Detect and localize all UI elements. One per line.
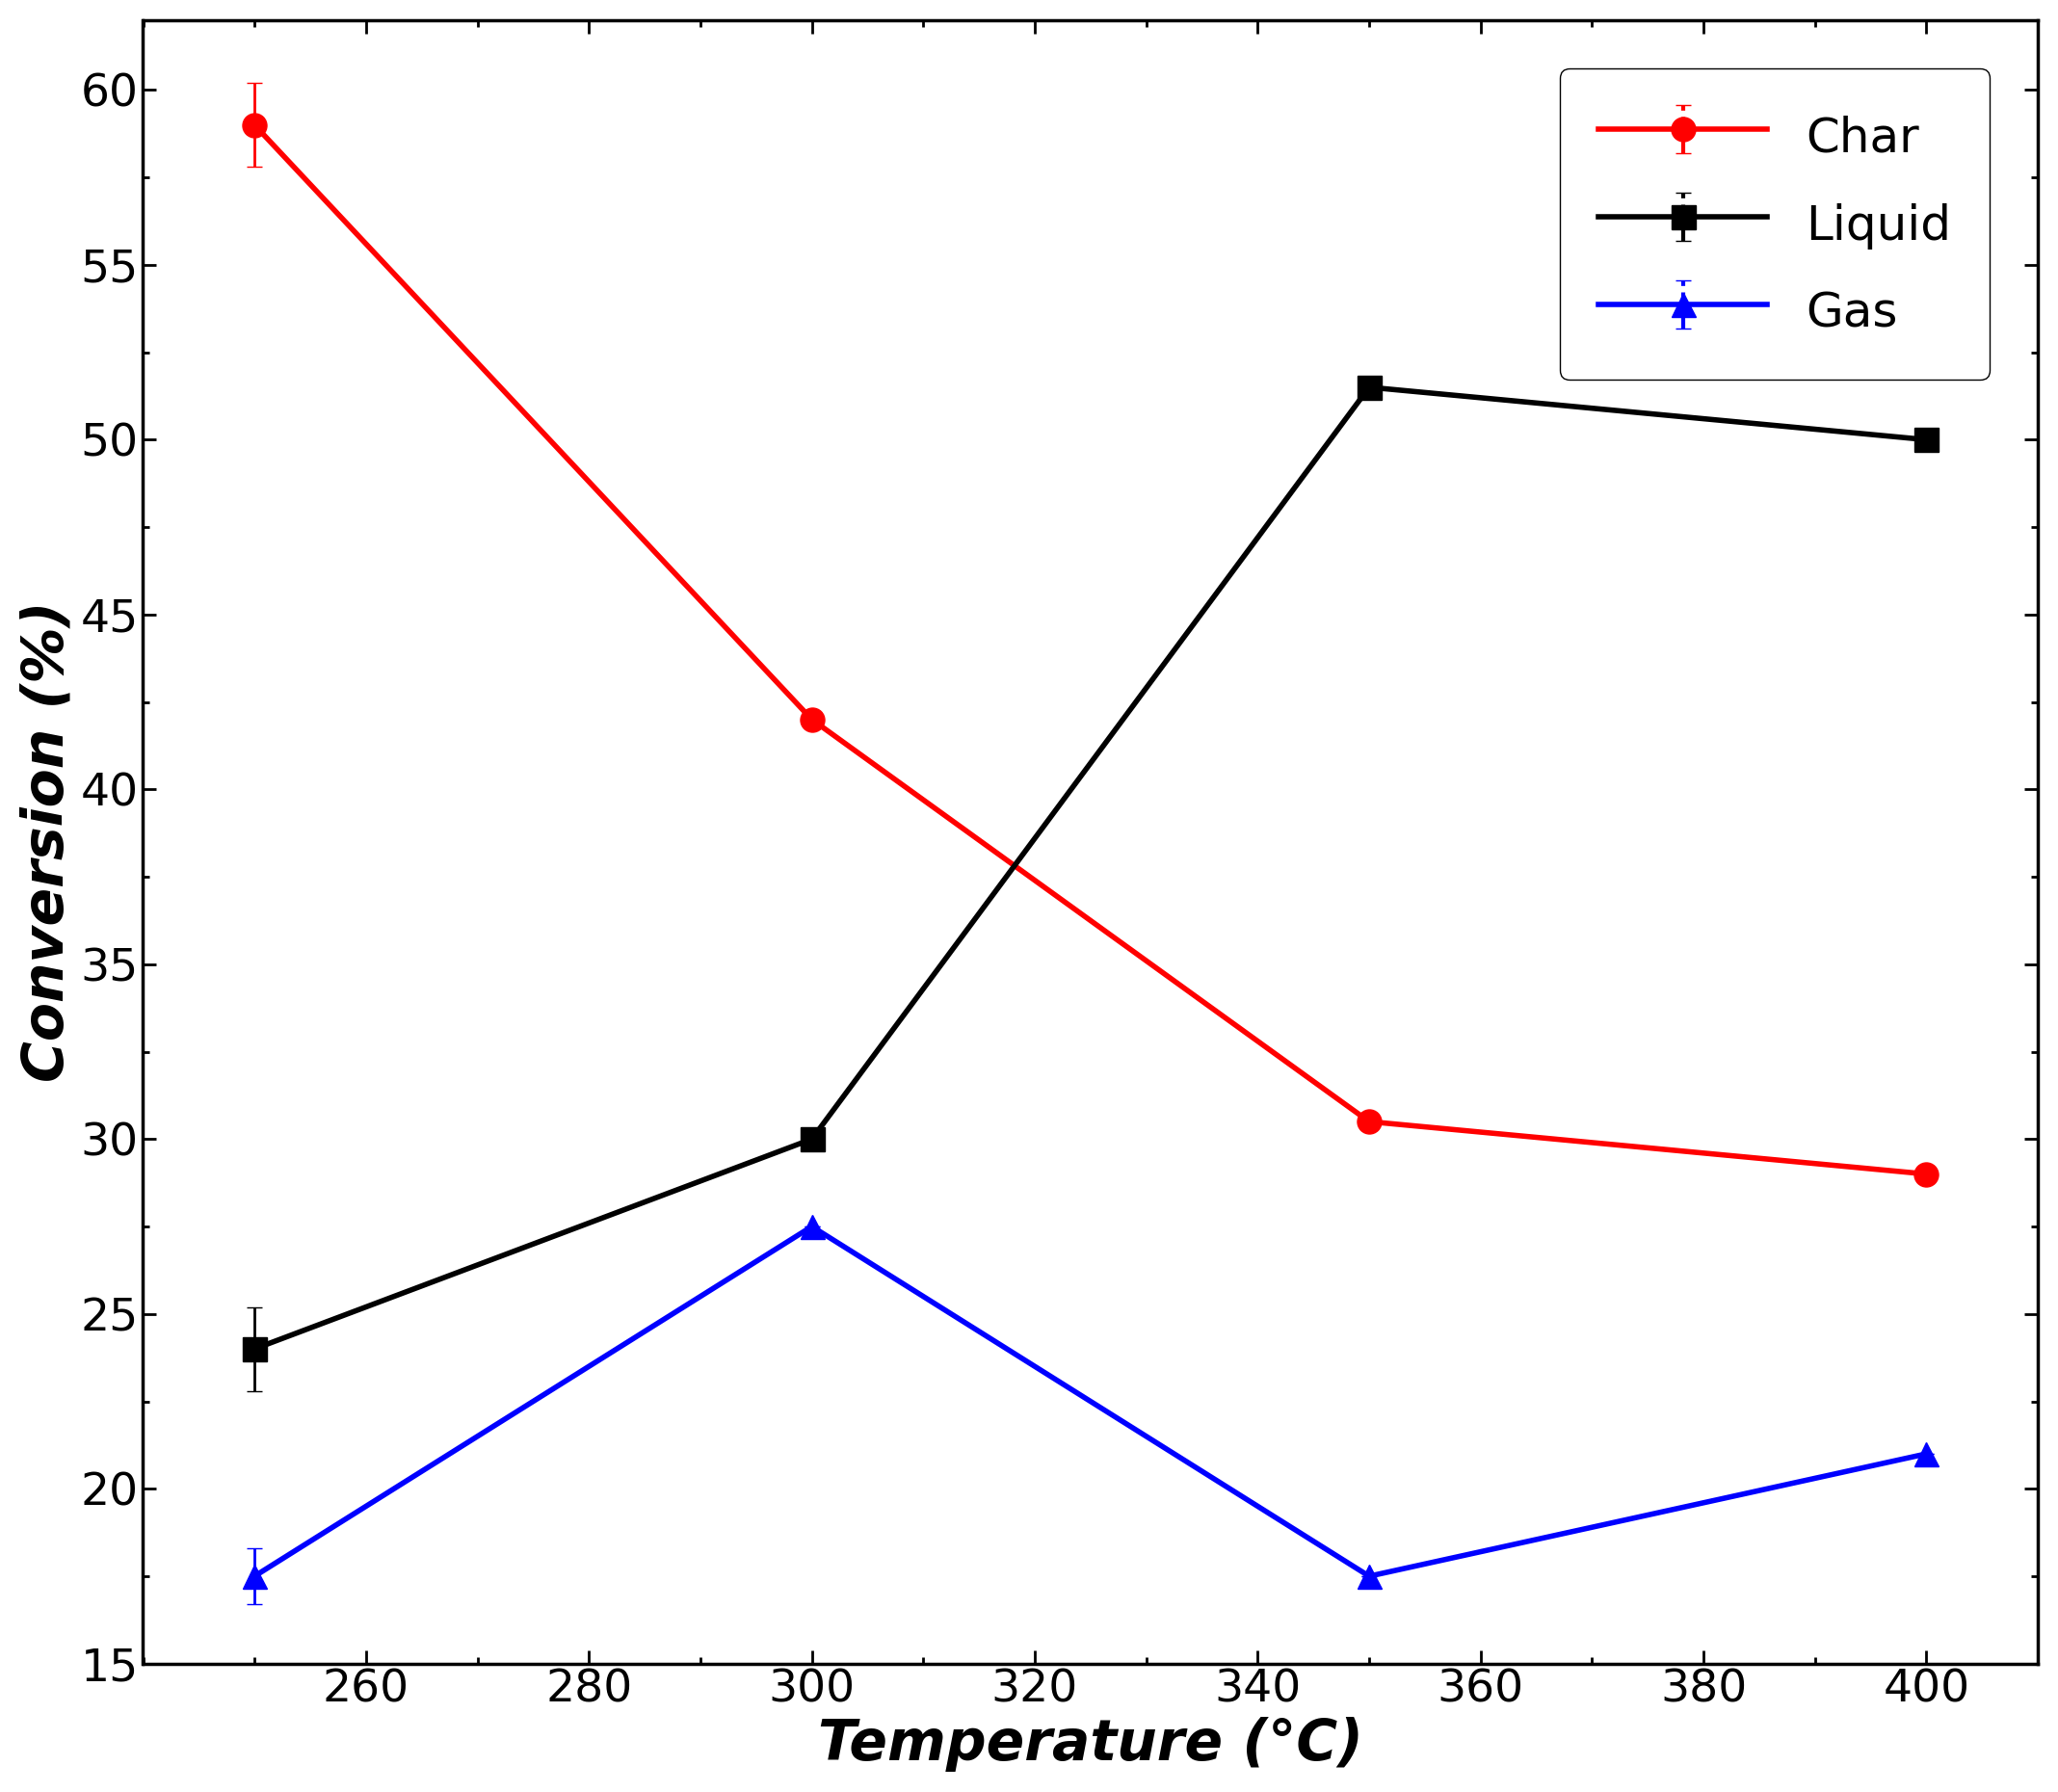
Y-axis label: Conversion (%): Conversion (%) <box>21 602 74 1082</box>
Legend: Char, Liquid, Gas: Char, Liquid, Gas <box>1560 68 1990 380</box>
X-axis label: Temperature (°C): Temperature (°C) <box>817 1717 1362 1772</box>
